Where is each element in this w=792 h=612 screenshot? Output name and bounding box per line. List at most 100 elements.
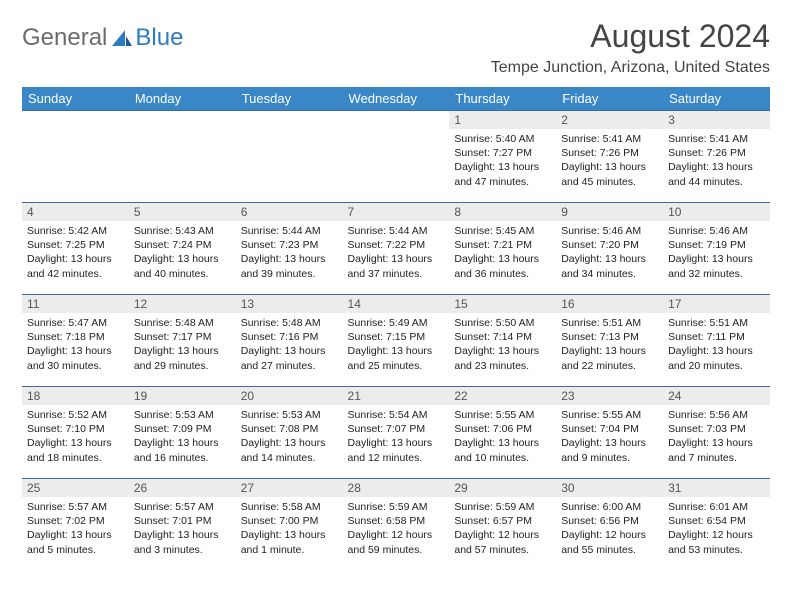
calendar-day-cell: 12Sunrise: 5:48 AMSunset: 7:17 PMDayligh… — [129, 295, 236, 387]
calendar-day-cell: 1Sunrise: 5:40 AMSunset: 7:27 PMDaylight… — [449, 111, 556, 203]
day-number: 16 — [556, 295, 663, 313]
calendar-day-cell: 20Sunrise: 5:53 AMSunset: 7:08 PMDayligh… — [236, 387, 343, 479]
calendar-day-cell: 15Sunrise: 5:50 AMSunset: 7:14 PMDayligh… — [449, 295, 556, 387]
day-number: 23 — [556, 387, 663, 405]
day-number: 29 — [449, 479, 556, 497]
calendar-empty-cell — [236, 111, 343, 203]
weekday-header: Monday — [129, 87, 236, 111]
day-number: 15 — [449, 295, 556, 313]
day-details: Sunrise: 5:54 AMSunset: 7:07 PMDaylight:… — [343, 405, 450, 467]
day-number: 8 — [449, 203, 556, 221]
calendar-day-cell: 7Sunrise: 5:44 AMSunset: 7:22 PMDaylight… — [343, 203, 450, 295]
calendar-day-cell: 18Sunrise: 5:52 AMSunset: 7:10 PMDayligh… — [22, 387, 129, 479]
day-details: Sunrise: 6:01 AMSunset: 6:54 PMDaylight:… — [663, 497, 770, 559]
day-number: 6 — [236, 203, 343, 221]
calendar-row: 25Sunrise: 5:57 AMSunset: 7:02 PMDayligh… — [22, 479, 770, 571]
calendar-day-cell: 21Sunrise: 5:54 AMSunset: 7:07 PMDayligh… — [343, 387, 450, 479]
day-details: Sunrise: 5:57 AMSunset: 7:01 PMDaylight:… — [129, 497, 236, 559]
location-subtitle: Tempe Junction, Arizona, United States — [491, 59, 770, 77]
day-number: 1 — [449, 111, 556, 129]
logo: General Blue — [22, 24, 183, 52]
calendar-day-cell: 6Sunrise: 5:44 AMSunset: 7:23 PMDaylight… — [236, 203, 343, 295]
calendar-day-cell: 25Sunrise: 5:57 AMSunset: 7:02 PMDayligh… — [22, 479, 129, 571]
logo-sail-icon — [111, 28, 133, 48]
calendar-day-cell: 26Sunrise: 5:57 AMSunset: 7:01 PMDayligh… — [129, 479, 236, 571]
logo-text-blue: Blue — [135, 24, 183, 52]
calendar-day-cell: 10Sunrise: 5:46 AMSunset: 7:19 PMDayligh… — [663, 203, 770, 295]
day-number: 19 — [129, 387, 236, 405]
day-number: 12 — [129, 295, 236, 313]
weekday-header: Tuesday — [236, 87, 343, 111]
day-number: 4 — [22, 203, 129, 221]
day-details: Sunrise: 5:51 AMSunset: 7:13 PMDaylight:… — [556, 313, 663, 375]
calendar-day-cell: 29Sunrise: 5:59 AMSunset: 6:57 PMDayligh… — [449, 479, 556, 571]
day-number: 2 — [556, 111, 663, 129]
calendar-day-cell: 22Sunrise: 5:55 AMSunset: 7:06 PMDayligh… — [449, 387, 556, 479]
day-number: 10 — [663, 203, 770, 221]
weekday-header: Saturday — [663, 87, 770, 111]
calendar-table: SundayMondayTuesdayWednesdayThursdayFrid… — [22, 87, 770, 571]
day-number: 5 — [129, 203, 236, 221]
calendar-empty-cell — [343, 111, 450, 203]
day-details: Sunrise: 5:48 AMSunset: 7:16 PMDaylight:… — [236, 313, 343, 375]
calendar-row: 1Sunrise: 5:40 AMSunset: 7:27 PMDaylight… — [22, 111, 770, 203]
calendar-row: 11Sunrise: 5:47 AMSunset: 7:18 PMDayligh… — [22, 295, 770, 387]
day-details: Sunrise: 5:47 AMSunset: 7:18 PMDaylight:… — [22, 313, 129, 375]
day-details: Sunrise: 5:46 AMSunset: 7:19 PMDaylight:… — [663, 221, 770, 283]
weekday-header-row: SundayMondayTuesdayWednesdayThursdayFrid… — [22, 87, 770, 111]
day-details: Sunrise: 5:52 AMSunset: 7:10 PMDaylight:… — [22, 405, 129, 467]
day-number: 13 — [236, 295, 343, 313]
day-number: 18 — [22, 387, 129, 405]
calendar-day-cell: 24Sunrise: 5:56 AMSunset: 7:03 PMDayligh… — [663, 387, 770, 479]
calendar-day-cell: 4Sunrise: 5:42 AMSunset: 7:25 PMDaylight… — [22, 203, 129, 295]
day-number: 21 — [343, 387, 450, 405]
day-number: 22 — [449, 387, 556, 405]
day-number: 28 — [343, 479, 450, 497]
logo-text-general: General — [22, 24, 107, 52]
calendar-empty-cell — [22, 111, 129, 203]
day-details: Sunrise: 5:49 AMSunset: 7:15 PMDaylight:… — [343, 313, 450, 375]
calendar-day-cell: 11Sunrise: 5:47 AMSunset: 7:18 PMDayligh… — [22, 295, 129, 387]
calendar-row: 18Sunrise: 5:52 AMSunset: 7:10 PMDayligh… — [22, 387, 770, 479]
day-details: Sunrise: 5:45 AMSunset: 7:21 PMDaylight:… — [449, 221, 556, 283]
calendar-body: 1Sunrise: 5:40 AMSunset: 7:27 PMDaylight… — [22, 111, 770, 571]
page-title: August 2024 — [491, 18, 770, 55]
calendar-day-cell: 8Sunrise: 5:45 AMSunset: 7:21 PMDaylight… — [449, 203, 556, 295]
day-number: 9 — [556, 203, 663, 221]
day-details: Sunrise: 5:44 AMSunset: 7:22 PMDaylight:… — [343, 221, 450, 283]
day-details: Sunrise: 5:53 AMSunset: 7:09 PMDaylight:… — [129, 405, 236, 467]
day-details: Sunrise: 5:55 AMSunset: 7:04 PMDaylight:… — [556, 405, 663, 467]
day-number: 24 — [663, 387, 770, 405]
day-details: Sunrise: 5:42 AMSunset: 7:25 PMDaylight:… — [22, 221, 129, 283]
weekday-header: Sunday — [22, 87, 129, 111]
calendar-day-cell: 28Sunrise: 5:59 AMSunset: 6:58 PMDayligh… — [343, 479, 450, 571]
day-number: 7 — [343, 203, 450, 221]
day-details: Sunrise: 5:59 AMSunset: 6:57 PMDaylight:… — [449, 497, 556, 559]
day-details: Sunrise: 5:40 AMSunset: 7:27 PMDaylight:… — [449, 129, 556, 191]
weekday-header: Thursday — [449, 87, 556, 111]
calendar-row: 4Sunrise: 5:42 AMSunset: 7:25 PMDaylight… — [22, 203, 770, 295]
day-details: Sunrise: 6:00 AMSunset: 6:56 PMDaylight:… — [556, 497, 663, 559]
calendar-day-cell: 16Sunrise: 5:51 AMSunset: 7:13 PMDayligh… — [556, 295, 663, 387]
calendar-day-cell: 23Sunrise: 5:55 AMSunset: 7:04 PMDayligh… — [556, 387, 663, 479]
day-number: 14 — [343, 295, 450, 313]
weekday-header: Friday — [556, 87, 663, 111]
day-details: Sunrise: 5:58 AMSunset: 7:00 PMDaylight:… — [236, 497, 343, 559]
day-details: Sunrise: 5:46 AMSunset: 7:20 PMDaylight:… — [556, 221, 663, 283]
day-details: Sunrise: 5:55 AMSunset: 7:06 PMDaylight:… — [449, 405, 556, 467]
weekday-header: Wednesday — [343, 87, 450, 111]
title-block: August 2024 Tempe Junction, Arizona, Uni… — [491, 18, 770, 77]
calendar-page: General Blue August 2024 Tempe Junction,… — [0, 0, 792, 581]
calendar-empty-cell — [129, 111, 236, 203]
day-details: Sunrise: 5:41 AMSunset: 7:26 PMDaylight:… — [663, 129, 770, 191]
day-details: Sunrise: 5:44 AMSunset: 7:23 PMDaylight:… — [236, 221, 343, 283]
day-number: 31 — [663, 479, 770, 497]
day-number: 17 — [663, 295, 770, 313]
day-details: Sunrise: 5:57 AMSunset: 7:02 PMDaylight:… — [22, 497, 129, 559]
calendar-day-cell: 31Sunrise: 6:01 AMSunset: 6:54 PMDayligh… — [663, 479, 770, 571]
day-details: Sunrise: 5:41 AMSunset: 7:26 PMDaylight:… — [556, 129, 663, 191]
day-number: 20 — [236, 387, 343, 405]
day-details: Sunrise: 5:43 AMSunset: 7:24 PMDaylight:… — [129, 221, 236, 283]
calendar-day-cell: 13Sunrise: 5:48 AMSunset: 7:16 PMDayligh… — [236, 295, 343, 387]
calendar-day-cell: 2Sunrise: 5:41 AMSunset: 7:26 PMDaylight… — [556, 111, 663, 203]
